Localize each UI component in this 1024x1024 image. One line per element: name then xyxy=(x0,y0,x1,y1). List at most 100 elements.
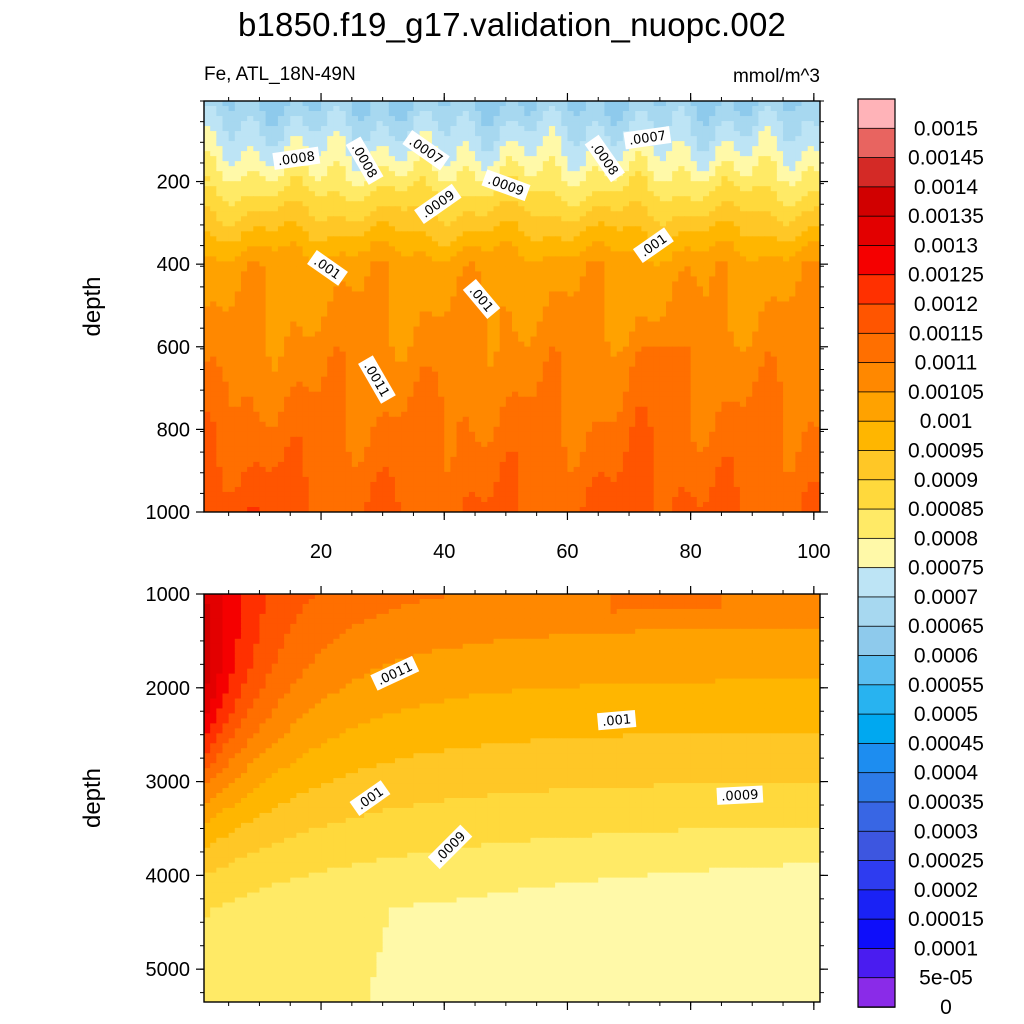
contour-cell xyxy=(327,156,334,162)
contour-cell xyxy=(431,216,439,222)
contour-cell xyxy=(284,121,291,127)
contour-cell xyxy=(284,246,291,252)
contour-cell xyxy=(438,116,445,122)
contour-cell xyxy=(302,136,310,142)
contour-cell xyxy=(684,206,692,212)
contour-cell xyxy=(752,146,759,152)
contour-cell xyxy=(493,261,501,267)
contour-cell xyxy=(210,291,217,298)
contour-cell xyxy=(210,336,217,343)
contour-cell xyxy=(253,106,261,112)
contour-cell xyxy=(764,316,772,323)
contour-cell xyxy=(394,306,402,313)
contour-cell xyxy=(487,226,495,232)
contour-cell xyxy=(431,111,439,117)
contour-cell xyxy=(376,201,384,207)
contour-cell xyxy=(672,231,679,237)
contour-cell xyxy=(370,256,378,262)
contour-cell xyxy=(684,171,692,177)
contour-cell xyxy=(518,121,525,127)
contour-cell xyxy=(752,331,759,338)
contour-cell xyxy=(247,276,254,283)
contour-cell xyxy=(684,276,692,283)
contour-cell xyxy=(382,346,390,353)
contour-cell xyxy=(505,326,513,333)
contour-cell xyxy=(801,281,809,288)
contour-cell xyxy=(752,211,759,217)
contour-cell xyxy=(666,186,673,192)
contour-cell xyxy=(505,126,513,132)
contour-cell xyxy=(715,196,723,202)
contour-cell xyxy=(530,156,538,162)
contour-cell xyxy=(579,276,587,283)
contour-cell xyxy=(204,116,211,122)
contour-cell xyxy=(290,171,297,177)
contour-cell xyxy=(394,206,402,212)
contour-cell xyxy=(394,271,402,278)
contour-cell xyxy=(345,281,353,288)
contour-cell xyxy=(512,211,519,217)
contour-cell xyxy=(450,291,458,298)
contour-cell xyxy=(604,346,612,353)
contour-cell xyxy=(659,291,667,298)
contour-cell xyxy=(629,121,636,127)
contour-cell xyxy=(462,206,470,212)
contour-cell xyxy=(530,186,538,192)
contour-cell xyxy=(438,286,445,293)
contour-cell xyxy=(733,296,741,303)
contour-cell xyxy=(259,261,267,267)
contour-cell xyxy=(585,331,593,338)
contour-cell xyxy=(462,116,470,122)
contour-cell xyxy=(758,106,766,112)
contour-cell xyxy=(758,151,766,157)
contour-cell xyxy=(524,291,532,298)
contour-cell xyxy=(801,191,809,197)
contour-cell xyxy=(622,276,630,283)
contour-cell xyxy=(524,231,532,237)
contour-cell xyxy=(296,146,304,152)
contour-cell xyxy=(536,346,544,353)
contour-cell xyxy=(653,331,661,338)
contour-cell xyxy=(567,316,575,323)
contour-cell xyxy=(487,341,495,348)
contour-cell xyxy=(296,226,304,232)
contour-cell xyxy=(382,151,390,157)
contour-cell xyxy=(413,251,421,257)
contour-cell xyxy=(444,206,451,212)
contour-cell xyxy=(345,151,353,157)
contour-cell xyxy=(721,181,729,187)
contour-cell xyxy=(622,246,630,252)
contour-cell xyxy=(555,231,562,237)
contour-cell xyxy=(327,141,334,147)
contour-cell xyxy=(394,151,402,157)
contour-cell xyxy=(727,276,735,283)
contour-cell xyxy=(345,116,353,122)
contour-cell xyxy=(468,196,476,202)
contour-cell xyxy=(573,201,581,207)
contour-cell xyxy=(438,336,445,343)
contour-cell xyxy=(530,301,538,308)
contour-cell xyxy=(487,241,495,247)
contour-cell xyxy=(727,231,735,237)
contour-cell xyxy=(376,316,384,323)
contour-cell xyxy=(512,241,519,247)
contour-fill xyxy=(204,101,820,512)
contour-cell xyxy=(567,206,575,212)
contour-cell xyxy=(358,261,365,267)
contour-cell xyxy=(684,136,692,142)
contour-cell xyxy=(345,261,353,267)
contour-cell xyxy=(284,256,291,262)
contour-cell xyxy=(666,201,673,207)
contour-cell xyxy=(512,276,519,283)
contour-cell xyxy=(376,106,384,112)
contour-cell xyxy=(672,126,679,132)
contour-cell xyxy=(290,321,297,328)
contour-cell xyxy=(813,336,820,343)
contour-cell xyxy=(666,291,673,298)
contour-cell xyxy=(641,271,649,278)
contour-cell xyxy=(666,156,673,162)
contour-cell xyxy=(795,231,803,237)
contour-cell xyxy=(641,311,649,318)
contour-cell xyxy=(813,296,820,303)
contour-cell xyxy=(419,241,427,247)
